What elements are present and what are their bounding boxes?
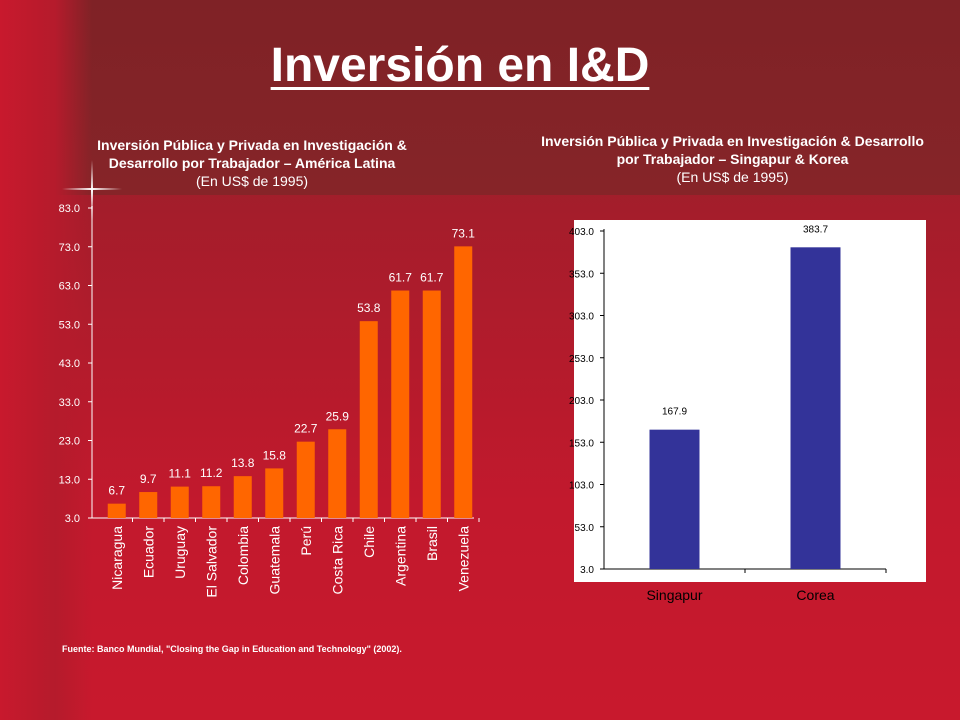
left-chart-subtitle: (En US$ de 1995) <box>195 173 309 189</box>
right-data-label: 383.7 <box>803 224 828 235</box>
left-bar-nicaragua <box>107 503 126 518</box>
right-y-tick-label: 153.0 <box>569 438 594 449</box>
left-category-label: Perú <box>298 526 314 556</box>
right-y-tick-label: 303.0 <box>569 312 594 323</box>
right-category-label: Singapur <box>646 587 702 603</box>
left-bar-costa-rica <box>328 429 347 518</box>
right-data-label: 167.9 <box>662 407 687 418</box>
left-category-label: Venezuela <box>455 526 471 592</box>
right-chart-subtitle: (En US$ de 1995) <box>676 169 789 185</box>
right-chart-background <box>574 220 926 582</box>
left-category-label: Argentina <box>392 526 408 586</box>
left-y-tick-label: 43.0 <box>59 358 80 370</box>
left-y-tick-label: 73.0 <box>59 242 80 254</box>
left-data-label: 6.7 <box>108 484 125 498</box>
left-category-label: Costa Rica <box>329 526 345 595</box>
right-chart-title-text: Inversión Pública y Privada en Investiga… <box>541 133 924 167</box>
left-category-label: Ecuador <box>140 526 156 578</box>
left-y-tick-label: 3.0 <box>65 513 80 525</box>
page-title: Inversión en I&D <box>270 39 650 92</box>
left-data-label: 73.1 <box>452 226 476 240</box>
left-bar-guatemala <box>265 468 284 518</box>
right-y-tick-label: 403.0 <box>569 227 594 238</box>
left-category-label: Nicaragua <box>109 526 125 590</box>
left-bar-perú <box>296 441 315 518</box>
left-category-label: El Salvador <box>203 526 219 598</box>
left-bar-uruguay <box>170 486 189 518</box>
left-data-label: 61.7 <box>389 271 413 285</box>
right-bar-chart: 3.0 53.0 103.0 153.0 203.0 253.0 303.0 353.0 403… <box>569 220 926 603</box>
left-bar-brasil <box>422 290 441 518</box>
left-data-label: 22.7 <box>294 422 318 436</box>
sparkle-vertical <box>91 160 93 220</box>
left-chart-title-text: Inversión Pública y Privada en Investiga… <box>97 137 407 171</box>
left-data-label: 11.1 <box>169 467 192 481</box>
header-background <box>0 0 960 195</box>
left-bar-argentina <box>391 290 410 518</box>
left-data-label: 61.7 <box>420 271 444 285</box>
left-category-label: Brasil <box>424 526 440 561</box>
left-background <box>0 0 92 720</box>
right-chart-title: Inversión Pública y Privada en Investiga… <box>540 132 925 186</box>
left-data-label: 9.7 <box>140 472 157 486</box>
left-y-tick-label: 13.0 <box>59 474 80 486</box>
left-category-label: Uruguay <box>172 526 188 579</box>
left-bar-venezuela <box>454 246 473 519</box>
right-category-label: Corea <box>796 587 834 603</box>
right-bar-singapur <box>649 429 700 569</box>
left-y-tick-label: 33.0 <box>59 397 80 409</box>
left-chart-title: Inversión Pública y Privada en Investiga… <box>62 136 442 190</box>
left-category-label: Chile <box>361 526 377 558</box>
left-data-label: 11.2 <box>200 466 223 480</box>
right-y-tick-label: 203.0 <box>569 396 594 407</box>
left-y-tick-label: 83.0 <box>59 203 80 215</box>
left-bar-ecuador <box>139 492 158 518</box>
right-y-tick-label: 3.0 <box>580 565 594 576</box>
left-bar-chart: 3.0 13.0 23.0 33.0 43.0 53.0 63.0 73.0 83.0 6.7 Ni… <box>59 203 480 598</box>
right-y-tick-label: 103.0 <box>569 481 594 492</box>
left-y-tick-label: 53.0 <box>59 319 80 331</box>
left-y-tick-label: 23.0 <box>59 436 80 448</box>
left-data-label: 25.9 <box>326 409 350 423</box>
left-bar-chile <box>359 321 378 518</box>
left-y-tick-label: 63.0 <box>59 281 80 293</box>
left-bar-colombia <box>233 476 252 518</box>
left-data-label: 53.8 <box>357 301 381 315</box>
source-note: Fuente: Banco Mundial, "Closing the Gap … <box>62 644 402 654</box>
right-y-tick-label: 353.0 <box>569 269 594 280</box>
right-bar-corea <box>790 247 841 569</box>
left-category-label: Colombia <box>235 526 251 585</box>
left-data-label: 13.8 <box>231 456 255 470</box>
right-y-tick-label: 253.0 <box>569 354 594 365</box>
left-data-label: 15.8 <box>263 448 287 462</box>
left-category-label: Guatemala <box>266 526 282 595</box>
right-y-tick-label: 53.0 <box>575 523 595 534</box>
left-bar-el-salvador <box>202 486 221 518</box>
